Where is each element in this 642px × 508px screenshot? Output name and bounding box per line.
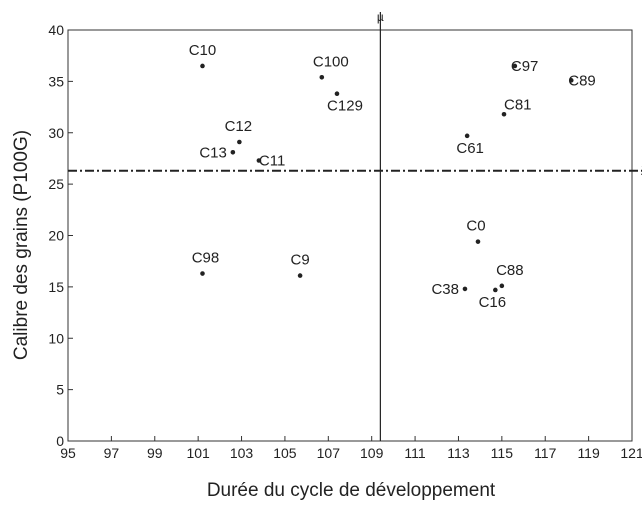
y-tick-label: 0 bbox=[56, 433, 64, 449]
y-tick-label: 25 bbox=[48, 176, 64, 192]
point-label-c9: C9 bbox=[291, 252, 310, 269]
point-label-c11: C11 bbox=[259, 152, 285, 169]
x-tick-label: 119 bbox=[577, 445, 600, 461]
x-tick-label: 117 bbox=[534, 445, 557, 461]
point-label-c88: C88 bbox=[496, 262, 524, 279]
x-tick-label: 97 bbox=[104, 445, 120, 461]
y-tick-label: 30 bbox=[48, 125, 64, 141]
point-label-c61: C61 bbox=[456, 140, 484, 157]
point-c11 bbox=[256, 158, 262, 163]
y-tick-label: 10 bbox=[48, 330, 64, 346]
x-tick-label: 105 bbox=[273, 445, 297, 461]
y-tick-label: 20 bbox=[48, 228, 64, 244]
x-tick-label: 101 bbox=[186, 445, 210, 461]
point-label-c81: C81 bbox=[504, 96, 532, 113]
point-label-c98: C98 bbox=[192, 250, 220, 267]
point-label-c38: C38 bbox=[431, 281, 459, 298]
y-tick-label: 15 bbox=[48, 279, 64, 295]
point-label-c12: C12 bbox=[225, 118, 253, 135]
point-label-c129: C129 bbox=[327, 98, 363, 115]
point-label-c97: C97 bbox=[511, 58, 539, 75]
x-tick-label: 99 bbox=[147, 445, 163, 461]
point-label-c16: C16 bbox=[479, 294, 507, 311]
point-label-c89: C89 bbox=[568, 72, 596, 89]
plot-frame bbox=[67, 29, 633, 442]
point-label-c10: C10 bbox=[189, 42, 217, 59]
point-c13 bbox=[230, 149, 236, 155]
point-c89 bbox=[568, 78, 574, 83]
point-c88 bbox=[499, 283, 505, 289]
point-c81 bbox=[501, 111, 507, 117]
point-c100 bbox=[319, 74, 325, 80]
point-label-c0: C0 bbox=[466, 218, 485, 235]
point-c97 bbox=[512, 63, 518, 69]
point-c9 bbox=[297, 273, 303, 278]
point-label-c13: C13 bbox=[199, 144, 227, 161]
point-c98 bbox=[200, 271, 205, 276]
point-c12 bbox=[237, 139, 242, 145]
x-tick-label: 115 bbox=[491, 445, 514, 461]
point-label-c100: C100 bbox=[313, 53, 349, 70]
x-tick-label: 111 bbox=[404, 445, 425, 461]
x-tick-label: 113 bbox=[447, 445, 470, 461]
y-axis-title: Calibre des grains (P100G) bbox=[11, 130, 32, 360]
point-c16 bbox=[493, 287, 498, 293]
y-tick-label: 40 bbox=[48, 22, 64, 38]
y-tick-label: 35 bbox=[48, 73, 64, 89]
x-axis-title: Durée du cycle de développement bbox=[207, 480, 496, 501]
point-c10 bbox=[200, 63, 205, 69]
x-tick-label: 103 bbox=[230, 445, 254, 461]
point-c61 bbox=[464, 133, 470, 139]
point-c0 bbox=[475, 239, 481, 244]
point-c129 bbox=[334, 91, 340, 97]
point-c38 bbox=[462, 286, 468, 292]
x-tick-label: 107 bbox=[317, 445, 341, 461]
x-tick-label: 95 bbox=[60, 445, 76, 461]
y-tick-label: 5 bbox=[56, 382, 64, 398]
x-tick-label: 109 bbox=[360, 445, 384, 461]
x-tick-label: 121 bbox=[620, 445, 642, 461]
mean-vertical-label: µ bbox=[377, 10, 384, 24]
